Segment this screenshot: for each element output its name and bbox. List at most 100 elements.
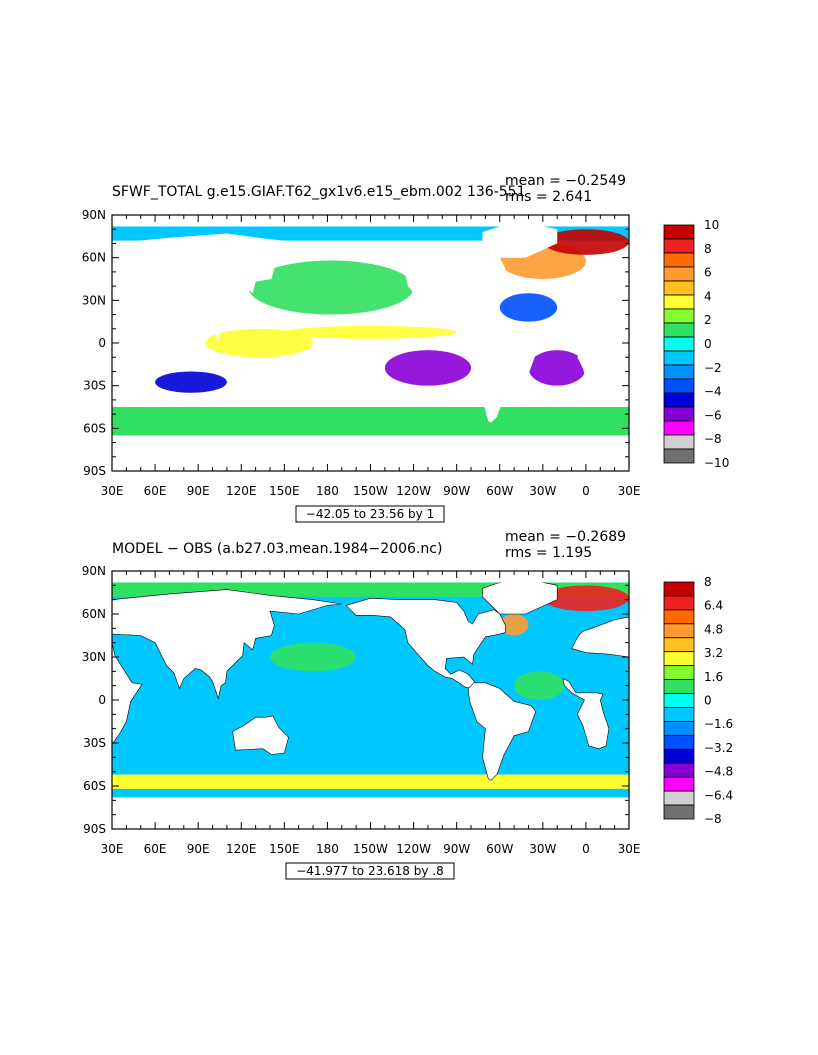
colorbar-swatch [663,623,695,639]
colorbar-swatch [663,350,695,366]
map-region [112,774,629,789]
colorbar-label: −10 [704,456,729,470]
colorbar-label: 0 [704,694,712,708]
colorbar-swatch [663,581,695,597]
panel-2-range-box [285,862,455,880]
colorbar-swatch [663,406,695,422]
colorbar-label: 6.4 [704,599,723,613]
x-tick-label: 120W [396,484,431,498]
land-mass [232,358,289,397]
colorbar-label: 8 [704,242,712,256]
x-tick-label: 90W [443,484,470,498]
x-tick-label: 150W [353,484,388,498]
land-mass [482,223,558,258]
panel-2-range-label: −41.977 to 23.618 by .8 [296,864,444,878]
panel-2-map [112,571,629,829]
colorbar-swatch [663,238,695,254]
colorbar-label: 2 [704,313,712,327]
colorbar-swatch [663,665,695,680]
y-tick-label: 90N [82,564,106,578]
panel-2-axes: 30E 60E 90E 120E 150E 180 150W 120W 90W 60W 30W 0 30… [82,564,641,856]
y-tick-label: 90N [82,208,106,222]
panel-1-range-box [295,505,445,523]
colorbar-label: −6.4 [704,788,733,802]
colorbar-swatch [663,651,695,667]
colorbar-label: −4.8 [704,765,733,779]
map-region [499,293,558,322]
x-tick-label: 120W [396,842,431,856]
colorbar-swatch [663,322,695,338]
x-tick-label: 120E [226,842,257,856]
y-tick-label: 90S [83,464,106,478]
colorbar-swatch [663,420,695,436]
y-tick-label: 30N [82,293,106,307]
map-region [112,407,629,436]
x-tick-label: 30W [529,842,556,856]
map-region [155,371,227,393]
land-mass [345,597,506,689]
colorbar-label: 4.8 [704,622,723,636]
y-tick-label: 0 [98,336,106,350]
x-tick-label: 90E [187,842,210,856]
x-tick-label: 150W [353,842,388,856]
colorbar-swatch [663,609,695,625]
land-mass [571,616,629,658]
y-tick-label: 60N [82,607,106,621]
colorbar-swatch [663,280,695,296]
x-tick-label: 60W [486,842,513,856]
colorbar-swatch [663,448,695,464]
panel-2: MODEL − OBS (a.b27.03.mean.1984−2006.nc)… [82,529,733,880]
land-mass [571,260,629,301]
x-tick-label: 0 [582,484,590,498]
x-tick-label: 60E [144,842,167,856]
panel-1-axes: 30E 60E 90E 120E 150E 180 150W 120W 90W 60W 30W 0 30… [82,208,641,498]
x-tick-label: 0 [582,842,590,856]
land-mass [562,677,610,750]
colorbar-swatch [663,776,695,792]
x-tick-label: 90W [443,842,470,856]
panel-1-colorbar: 10 8 6 4 2 0 −2 −4 −6 −8 −10 [663,218,729,470]
colorbar-swatch [663,762,695,778]
x-tick-label: 180 [316,842,339,856]
colorbar-label: −1.6 [704,717,733,731]
x-tick-label: 120E [226,484,257,498]
panel-1-title: SFWF_TOTAL g.e15.GIAF.T62_gx1v6.e15_ebm.… [112,184,526,200]
colorbar-swatch [663,748,695,764]
x-tick-label: 30E [618,842,641,856]
panel-2-colorbar: 8 6.4 4.8 3.2 1.6 0 −1.6 −3.2 −4.8 −6.4 −8 [663,575,733,826]
colorbar-swatch [663,790,695,806]
map-region [528,350,586,386]
land-mass [482,579,558,615]
panel-1: SFWF_TOTAL g.e15.GIAF.T62_gx1v6.e15_ebm.… [82,173,729,523]
colorbar-label: 0 [704,337,712,351]
map-region [499,614,529,636]
colorbar-swatch [663,266,695,282]
land-mass [468,325,536,423]
colorbar-label: −3.2 [704,741,733,755]
colorbar-label: −8 [704,812,722,826]
y-tick-label: 30S [83,736,106,750]
map-region [542,585,629,612]
colorbar-swatch [663,308,695,324]
map-region [384,350,472,386]
x-tick-label: 30E [618,484,641,498]
colorbar-label: −2 [704,361,722,375]
colorbar-swatch [663,378,695,394]
colorbar-label: −4 [704,385,722,399]
panel-2-mean: mean = −0.2689 [505,529,626,545]
colorbar-swatch [663,693,695,708]
colorbar-swatch [663,336,695,352]
land-mass [346,242,506,332]
y-tick-label: 60S [83,779,106,793]
colorbar-label: −8 [704,432,722,446]
map-region [514,671,565,701]
colorbar-swatch [663,707,695,722]
panel-2-title: MODEL − OBS (a.b27.03.mean.1984−2006.nc) [112,541,442,557]
colorbar-swatch [663,595,695,611]
panel-2-rms: rms = 1.195 [505,545,592,561]
x-tick-label: 30W [529,484,556,498]
x-tick-label: 90E [187,484,210,498]
colorbar-swatch [663,637,695,653]
y-tick-label: 60S [83,421,106,435]
